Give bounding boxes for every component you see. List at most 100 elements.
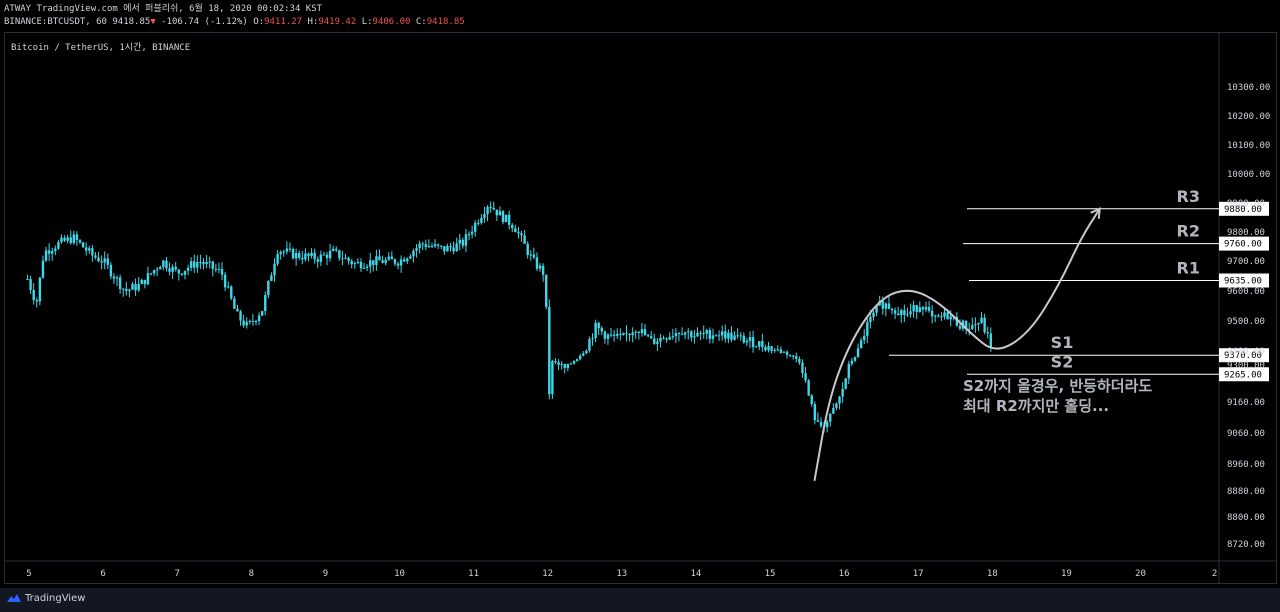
candle-body — [625, 332, 628, 334]
candle-body — [347, 257, 350, 261]
candle-body — [943, 312, 946, 317]
candle-body — [251, 320, 255, 322]
candle-body — [921, 307, 925, 310]
candle-body — [724, 331, 727, 339]
candle-body — [557, 362, 560, 365]
candle-body — [514, 228, 517, 233]
candle-body — [764, 347, 767, 351]
tradingview-logo-icon — [7, 594, 21, 602]
candle-body — [640, 329, 644, 333]
candle-body — [548, 306, 551, 395]
candle-body — [282, 251, 285, 253]
candle-body — [452, 247, 455, 252]
candle-body — [563, 363, 566, 369]
candle-body — [733, 335, 736, 340]
candle-body — [350, 260, 353, 265]
candle-body — [813, 404, 817, 421]
candle-body — [924, 307, 928, 310]
candle-body — [893, 310, 897, 314]
candle-body — [128, 289, 131, 292]
candle-body — [202, 261, 205, 265]
down-arrow-icon: ▼ — [150, 17, 156, 27]
candle-body — [875, 305, 878, 313]
candle-body — [365, 266, 369, 268]
candle-body — [492, 207, 495, 210]
candle-body — [835, 403, 838, 409]
low-label: L: — [361, 17, 373, 27]
x-tick-label: 14 — [690, 569, 701, 579]
annotation-line-1: S2까지 올경우, 반등하더라도 — [963, 377, 1152, 395]
candle-body — [66, 237, 69, 241]
candle-body — [137, 283, 140, 291]
candle-body — [91, 248, 94, 256]
open-label: O: — [253, 17, 265, 27]
candle-body — [693, 336, 696, 338]
candle-body — [761, 341, 764, 348]
candle-body — [285, 248, 289, 252]
chart-header: ATWAY TradingView.com 에서 퍼블리쉬, 6월 18, 20… — [0, 0, 1280, 32]
candle-body — [294, 253, 298, 259]
candle-body — [341, 258, 344, 260]
candle-body — [134, 284, 137, 291]
candle-body — [276, 254, 279, 264]
x-tick-label: 12 — [542, 569, 553, 579]
candle-body — [529, 254, 532, 256]
brand[interactable]: TradingView — [6, 593, 85, 604]
candle-body — [690, 331, 693, 338]
low-value: 9406.00 — [372, 17, 411, 27]
candle-body — [406, 258, 409, 262]
price-chart[interactable]: R39880.00R29760.00R19635.00S19370.00S292… — [5, 33, 1276, 583]
candle-body — [97, 257, 100, 262]
candle-body — [424, 244, 428, 248]
candle-body — [264, 295, 267, 312]
candle-body — [372, 260, 375, 265]
level-label-r3: R3 — [1177, 187, 1200, 206]
candle-body — [551, 361, 554, 395]
candle-body — [881, 301, 884, 309]
candle-body — [325, 254, 329, 259]
candle-body — [844, 378, 847, 389]
candle-body — [665, 338, 668, 340]
candle-body — [585, 350, 588, 354]
candle-body — [480, 218, 483, 223]
candle-body — [915, 305, 918, 312]
x-tick-label: 18 — [987, 569, 998, 579]
candle-body — [721, 331, 724, 336]
level-label-s1: S1 — [1051, 333, 1074, 352]
price-tag-label: 9370.00 — [1224, 351, 1262, 361]
candle-body — [140, 279, 143, 284]
candle-body — [751, 337, 755, 348]
candle-body — [205, 261, 208, 265]
candle-body — [427, 245, 431, 248]
candle-body — [245, 321, 248, 326]
candle-body — [588, 339, 591, 351]
candle-body — [109, 264, 113, 277]
candle-body — [668, 336, 671, 340]
candle-body — [930, 310, 934, 317]
publish-info: ATWAY TradingView.com 에서 퍼블리쉬, 6월 18, 20… — [4, 4, 323, 14]
candle-body — [758, 341, 761, 347]
candle-body — [440, 245, 443, 247]
candle-body — [609, 334, 613, 336]
candle-body — [421, 243, 424, 245]
y-tick-label: 9400.00 — [1227, 347, 1265, 357]
candle-body — [566, 363, 570, 369]
price-change: -106.74 (-1.12%) — [161, 17, 248, 27]
ohlc-line: BINANCE:BTCUSDT, 60 9418.85▼ -106.74 (-1… — [4, 17, 465, 28]
chart-frame[interactable]: R3 9880.00 R2 9760.00 R1 9635.00 S1 9370.00 S2 92… — [4, 32, 1277, 584]
candle-body — [680, 333, 684, 335]
candle-body — [702, 333, 705, 335]
candle-body — [257, 315, 261, 322]
candle-body — [103, 258, 106, 263]
candle-body — [649, 336, 653, 339]
candle-body — [856, 348, 860, 358]
candle-body — [489, 206, 492, 208]
annotation-line-2: 최대 R2까지만 홀딩... — [963, 397, 1109, 415]
candle-body — [168, 268, 171, 272]
price-tag-box — [1219, 367, 1269, 382]
candle-body — [217, 268, 221, 270]
candle-body — [94, 255, 97, 258]
candle-body — [940, 316, 943, 318]
candle-body — [730, 332, 733, 340]
candle-body — [319, 254, 323, 262]
